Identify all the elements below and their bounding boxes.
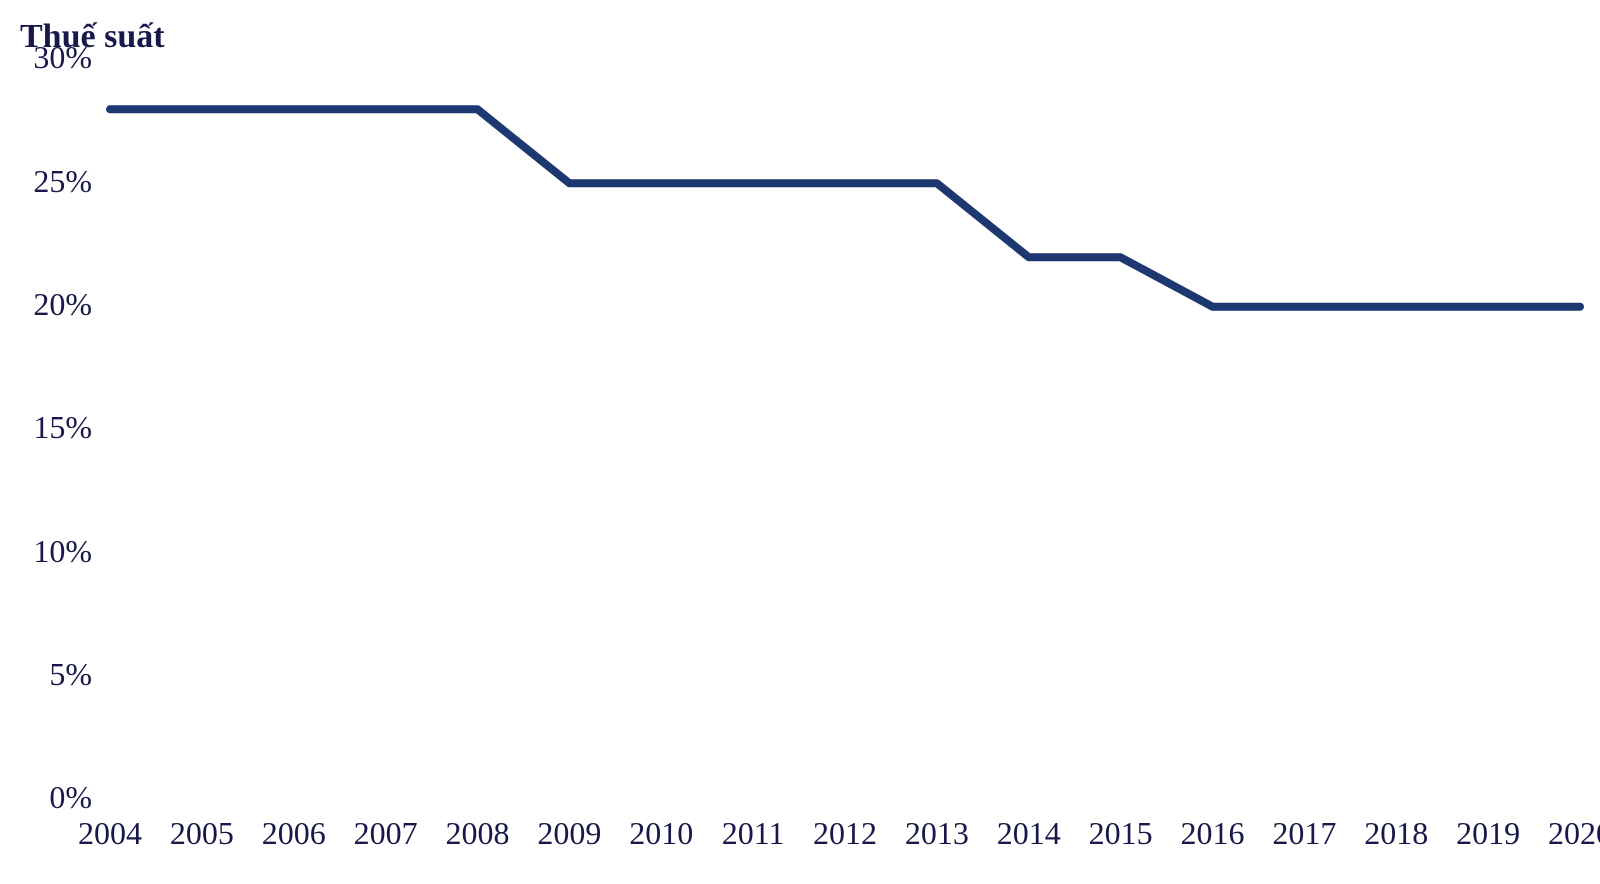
plot-area: [0, 0, 1600, 884]
tax-rate-line: [110, 109, 1580, 306]
tax-rate-chart: Thuế suất 0%5%10%15%20%25%30% 2004200520…: [0, 0, 1600, 884]
